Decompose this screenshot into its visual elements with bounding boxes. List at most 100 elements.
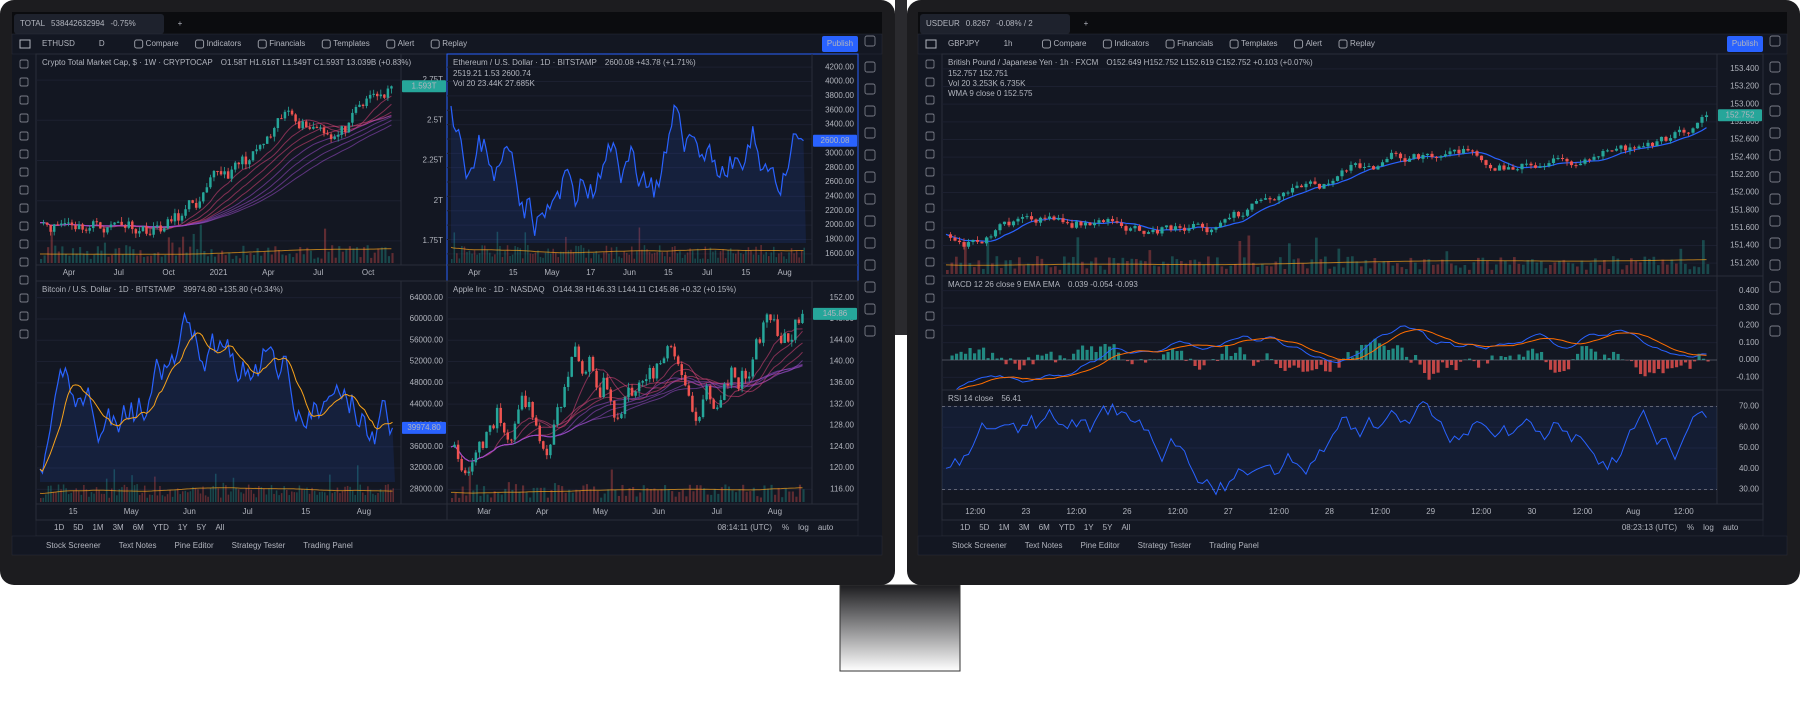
- volume-bar: [1517, 263, 1521, 274]
- toolbar-button[interactable]: Compare: [146, 39, 179, 48]
- volume-bar: [228, 252, 231, 263]
- range-button[interactable]: YTD: [1059, 523, 1075, 532]
- range-button[interactable]: 6M: [133, 523, 144, 532]
- menu-icon: [19, 39, 31, 49]
- range-button[interactable]: 5Y: [197, 523, 207, 532]
- volume-bar: [382, 491, 384, 502]
- bottom-tab[interactable]: Trading Panel: [303, 541, 353, 550]
- toolbar-button[interactable]: Templates: [1241, 39, 1277, 48]
- tab-symbol[interactable]: USDEUR: [926, 19, 960, 28]
- candle-body: [361, 104, 365, 107]
- bottom-tab[interactable]: Strategy Tester: [232, 541, 286, 550]
- range-button[interactable]: 1M: [92, 523, 103, 532]
- tab-symbol[interactable]: TOTAL: [20, 19, 46, 28]
- range-button[interactable]: 1Y: [1084, 523, 1094, 532]
- price-axis-label: 0.300: [1739, 303, 1760, 312]
- macd-histogram-bar: [1085, 349, 1089, 360]
- scale-toggle[interactable]: auto: [1723, 523, 1739, 532]
- scale-toggle[interactable]: %: [1687, 523, 1694, 532]
- volume-bar: [742, 254, 745, 263]
- candle-body: [998, 224, 1002, 231]
- macd-histogram-bar: [1004, 360, 1008, 365]
- toolbar-button[interactable]: Financials: [1177, 39, 1213, 48]
- range-button[interactable]: 5Y: [1103, 523, 1113, 532]
- volume-bar: [1526, 260, 1530, 274]
- range-button[interactable]: 5D: [979, 523, 989, 532]
- toolbar-button[interactable]: Alert: [398, 39, 415, 48]
- volume-bar: [494, 254, 496, 263]
- toolbar-symbol[interactable]: GBPJPY: [948, 39, 980, 48]
- candle-body: [1385, 158, 1389, 163]
- publish-button[interactable]: [822, 36, 858, 52]
- volume-bar: [273, 493, 275, 502]
- range-button[interactable]: 1D: [54, 523, 64, 532]
- bottom-tab[interactable]: Strategy Tester: [1138, 541, 1192, 550]
- range-button[interactable]: 3M: [1019, 523, 1030, 532]
- volume-bar: [1202, 264, 1206, 274]
- range-button[interactable]: 3M: [113, 523, 124, 532]
- time-axis-label: 12:00: [1572, 507, 1593, 516]
- toolbar-interval[interactable]: 1h: [1004, 39, 1013, 48]
- scale-toggle[interactable]: log: [798, 523, 809, 532]
- macd-histogram-bar: [1706, 360, 1710, 362]
- volume-bar: [253, 254, 256, 263]
- drawing-tool: [19, 221, 29, 231]
- bottom-tab[interactable]: Stock Screener: [46, 541, 101, 550]
- volume-bar: [1040, 258, 1044, 274]
- volume-bar: [291, 491, 293, 502]
- candle-body: [84, 229, 88, 231]
- macd-histogram-bar: [991, 352, 995, 360]
- price-axis-label: 136.00: [830, 378, 855, 387]
- drawing-tool: [925, 311, 935, 321]
- bottom-tab[interactable]: Text Notes: [1025, 541, 1063, 550]
- toolbar-symbol[interactable]: ETHUSD: [42, 39, 75, 48]
- candle-body: [319, 127, 322, 129]
- bottom-tab[interactable]: Stock Screener: [952, 541, 1007, 550]
- publish-button[interactable]: [1727, 36, 1763, 52]
- range-button[interactable]: 5D: [73, 523, 83, 532]
- candle-body: [177, 213, 180, 221]
- toolbar-button[interactable]: Replay: [442, 39, 467, 48]
- range-button[interactable]: 1M: [998, 523, 1009, 532]
- time-axis-label: 12:00: [1370, 507, 1391, 516]
- candle-body: [1178, 226, 1182, 228]
- toolbar-button[interactable]: Indicators: [207, 39, 242, 48]
- time-axis-label: 12:00: [1471, 507, 1492, 516]
- toolbar-interval[interactable]: D: [99, 39, 105, 48]
- volume-bar: [582, 247, 585, 263]
- range-button[interactable]: All: [215, 523, 224, 532]
- candle-body: [1583, 159, 1587, 164]
- bottom-tab[interactable]: Trading Panel: [1209, 541, 1259, 550]
- toolbar-button[interactable]: Replay: [1350, 39, 1375, 48]
- volume-bar: [306, 247, 309, 263]
- range-button[interactable]: 1Y: [178, 523, 188, 532]
- ribbon-line: [450, 330, 803, 462]
- volume-bar: [250, 489, 252, 502]
- toolbar-button[interactable]: Alert: [1306, 39, 1323, 48]
- range-button[interactable]: 1D: [960, 523, 970, 532]
- volume-bar: [456, 253, 458, 263]
- toolbar-button[interactable]: Compare: [1053, 39, 1086, 48]
- bottom-tab[interactable]: Pine Editor: [1081, 541, 1120, 550]
- scale-toggle[interactable]: auto: [818, 523, 834, 532]
- range-button[interactable]: 6M: [1039, 523, 1050, 532]
- candle-body: [347, 122, 351, 133]
- publish-label[interactable]: Publish: [1732, 39, 1758, 48]
- toolbar-button[interactable]: Templates: [333, 39, 369, 48]
- range-button[interactable]: All: [1121, 523, 1130, 532]
- candle-body: [1430, 153, 1434, 158]
- volume-bar: [1387, 261, 1390, 274]
- bottom-tab[interactable]: Pine Editor: [175, 541, 214, 550]
- drawing-tool: [19, 293, 29, 303]
- volume-bar: [451, 258, 453, 263]
- scale-toggle[interactable]: %: [782, 523, 789, 532]
- bottom-tab[interactable]: Text Notes: [119, 541, 157, 550]
- candle-body: [163, 228, 166, 232]
- time-axis-label: 12:00: [1168, 507, 1189, 516]
- toolbar-button[interactable]: Indicators: [1114, 39, 1149, 48]
- toolbar-button[interactable]: Financials: [269, 39, 305, 48]
- scale-toggle[interactable]: log: [1703, 523, 1714, 532]
- publish-label[interactable]: Publish: [827, 39, 853, 48]
- range-button[interactable]: YTD: [153, 523, 169, 532]
- candle-body: [1668, 138, 1673, 141]
